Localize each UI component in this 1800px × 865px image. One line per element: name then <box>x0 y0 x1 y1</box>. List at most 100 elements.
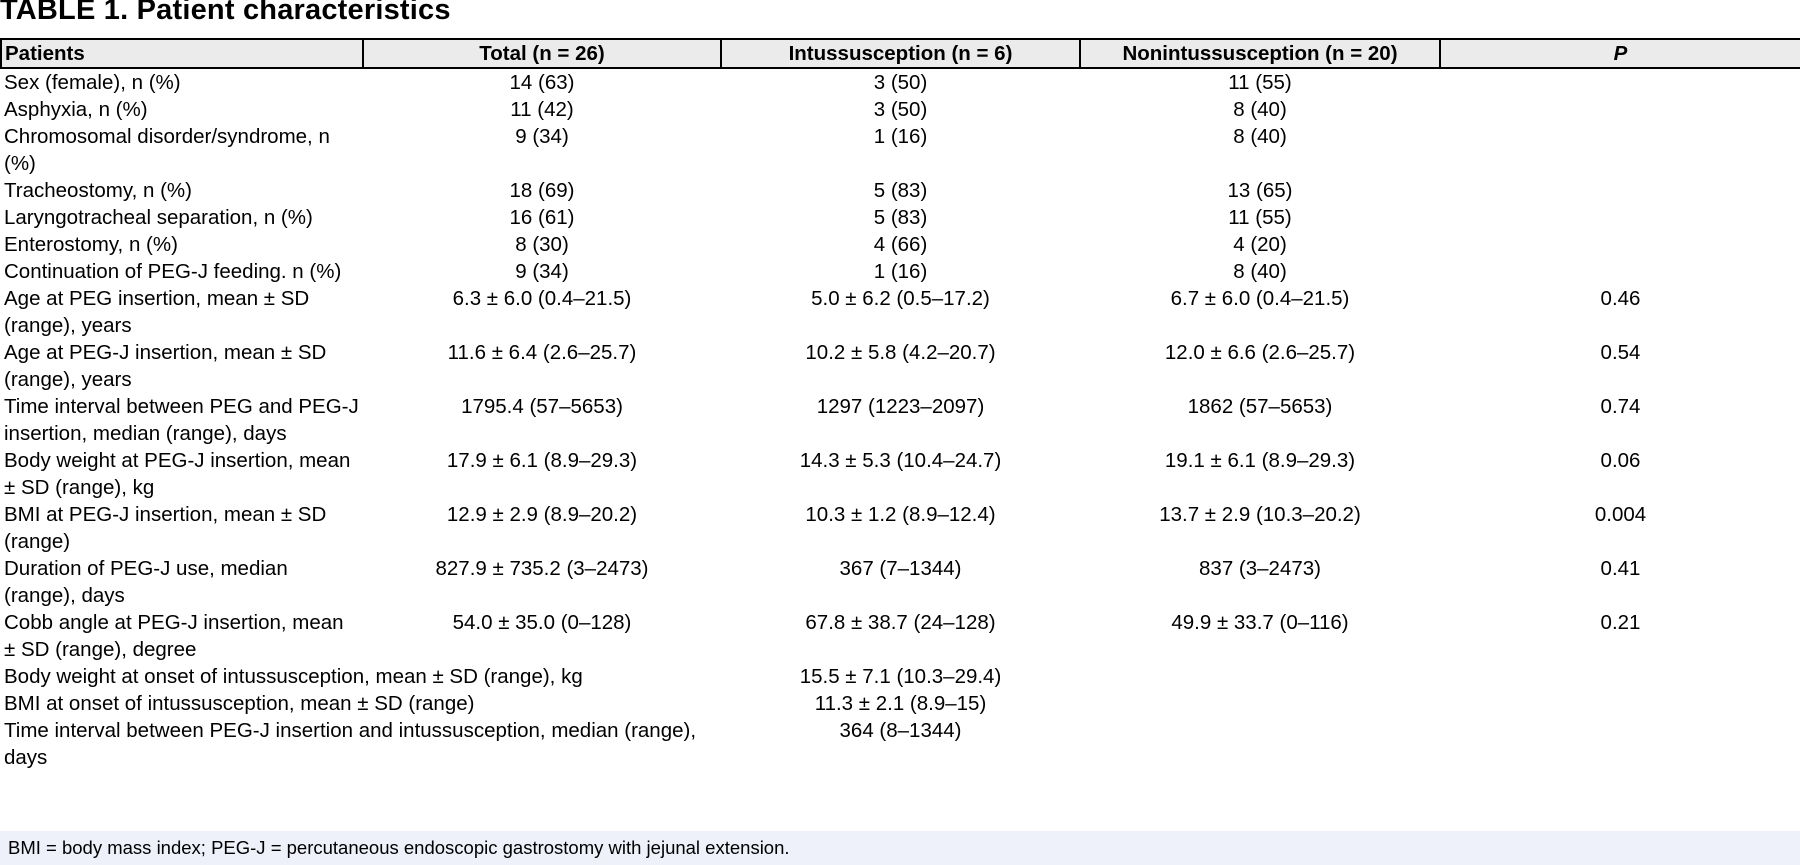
cell-p-value: 0.06 <box>1600 449 1641 472</box>
cell-p-value: 0.41 <box>1600 557 1641 580</box>
cell-nonintussusception: 1862 (57–5653) <box>1187 395 1333 418</box>
cell-p-value <box>1440 717 1800 771</box>
header-total: Total (n = 26) <box>362 38 722 69</box>
row-label: Time interval between PEG-J insertion an… <box>4 719 697 769</box>
row-label: Time interval between PEG and PEG-J inse… <box>4 395 359 445</box>
cell-intussusception: 4 (66) <box>873 233 928 256</box>
cell-p-value: 0.004 <box>1594 503 1647 526</box>
cell-nonintussusception: 12.0 ± 6.6 (2.6–25.7) <box>1164 341 1356 364</box>
cell-nonintussusception <box>1080 663 1440 690</box>
cell-intussusception: 364 (8–1344) <box>839 719 962 742</box>
table-row: Cobb angle at PEG-J insertion, mean ± SD… <box>1 609 1800 663</box>
table-row: Age at PEG insertion, mean ± SD (range),… <box>1 285 1800 339</box>
cell-nonintussusception <box>1080 717 1440 771</box>
cell-nonintussusception: 11 (55) <box>1228 71 1292 94</box>
cell-p-value <box>1440 231 1800 258</box>
table-row: Asphyxia, n (%) 11 (42) 3 (50) 8 (40) <box>1 96 1800 123</box>
row-label: Laryngotracheal separation, n (%) <box>4 206 313 229</box>
cell-intussusception: 3 (50) <box>873 71 928 94</box>
cell-total: 11 (42) <box>510 98 574 121</box>
row-label: BMI at onset of intussusception, mean ± … <box>4 692 475 715</box>
cell-p-value <box>1440 204 1800 231</box>
cell-nonintussusception: 13 (65) <box>1227 179 1293 202</box>
cell-nonintussusception: 8 (40) <box>1233 125 1287 148</box>
cell-p-value <box>1440 258 1800 285</box>
cell-intussusception: 11.3 ± 2.1 (8.9–15) <box>814 692 987 715</box>
cell-total: 6.3 ± 6.0 (0.4–21.5) <box>452 287 632 310</box>
cell-p-value <box>1440 68 1800 96</box>
cell-intussusception: 1297 (1223–2097) <box>816 395 985 418</box>
row-label: Cobb angle at PEG-J insertion, mean ± SD… <box>4 611 344 661</box>
cell-intussusception: 5 (83) <box>873 179 928 202</box>
header-intussusception: Intussusception (n = 6) <box>720 38 1081 69</box>
cell-total: 54.0 ± 35.0 (0–128) <box>452 611 632 634</box>
row-label: Duration of PEG-J use, median (range), d… <box>4 557 288 607</box>
cell-p-value <box>1440 663 1800 690</box>
cell-intussusception: 10.2 ± 5.8 (4.2–20.7) <box>805 341 996 364</box>
cell-intussusception: 67.8 ± 38.7 (24–128) <box>805 611 996 634</box>
table-row: Continuation of PEG-J feeding. n (%) 9 (3… <box>1 258 1800 285</box>
cell-intussusception: 5.0 ± 6.2 (0.5–17.2) <box>811 287 990 310</box>
cell-total: 11.6 ± 6.4 (2.6–25.7) <box>447 341 637 364</box>
cell-p-value: 0.46 <box>1600 287 1641 310</box>
cell-intussusception: 15.5 ± 7.1 (10.3–29.4) <box>799 665 1002 688</box>
cell-intussusception: 367 (7–1344) <box>839 557 962 580</box>
patient-characteristics-table: Patients Total (n = 26) Intussusception … <box>0 38 1800 771</box>
table-row: Chromosomal disorder/syndrome, n (%) 9 (3… <box>1 123 1800 177</box>
cell-intussusception: 1 (16) <box>873 260 928 283</box>
row-label: Chromosomal disorder/syndrome, n (%) <box>4 125 330 175</box>
table-row: Time interval between PEG-J insertion an… <box>1 717 1800 771</box>
row-label: Age at PEG-J insertion, mean ± SD (range… <box>4 341 327 391</box>
cell-total: 16 (61) <box>509 206 575 229</box>
header-nonintussusception: Nonintussusception (n = 20) <box>1079 38 1441 69</box>
cell-nonintussusception: 11 (55) <box>1228 206 1292 229</box>
cell-nonintussusception: 6.7 ± 6.0 (0.4–21.5) <box>1170 287 1350 310</box>
row-label: Age at PEG insertion, mean ± SD (range),… <box>4 287 310 337</box>
table-title: TABLE 1. Patient characteristics <box>0 0 451 26</box>
table-row: Laryngotracheal separation, n (%) 16 (61)… <box>1 204 1800 231</box>
table-row: Body weight at PEG-J insertion, mean ± S… <box>1 447 1800 501</box>
header-patients: Patients <box>0 38 364 69</box>
cell-nonintussusception: 49.9 ± 33.7 (0–116) <box>1171 611 1349 634</box>
cell-nonintussusception: 837 (3–2473) <box>1199 557 1321 580</box>
table-row: BMI at onset of intussusception, mean ± … <box>1 690 1800 717</box>
cell-nonintussusception: 19.1 ± 6.1 (8.9–29.3) <box>1164 449 1356 472</box>
cell-nonintussusception <box>1080 690 1440 717</box>
cell-p-value: 0.74 <box>1600 395 1641 418</box>
row-label: Sex (female), n (%) <box>4 71 181 94</box>
row-label: Body weight at onset of intussusception,… <box>4 665 583 688</box>
cell-nonintussusception: 8 (40) <box>1233 98 1287 121</box>
row-label: Body weight at PEG-J insertion, mean ± S… <box>4 449 351 499</box>
table-row: Enterostomy, n (%) 8 (30) 4 (66) 4 (20) <box>1 231 1800 258</box>
cell-p-value <box>1440 96 1800 123</box>
row-label: Continuation of PEG-J feeding. n (%) <box>4 260 342 283</box>
cell-total: 18 (69) <box>509 179 575 202</box>
cell-p-value <box>1440 123 1800 177</box>
table-row: Time interval between PEG and PEG-J inse… <box>1 393 1800 447</box>
cell-intussusception: 5 (83) <box>873 206 928 229</box>
cell-nonintussusception: 13.7 ± 2.9 (10.3–20.2) <box>1159 503 1361 526</box>
cell-intussusception: 10.3 ± 1.2 (8.9–12.4) <box>805 503 996 526</box>
cell-p-value <box>1440 690 1800 717</box>
table-row: Duration of PEG-J use, median (range), d… <box>1 555 1800 609</box>
cell-total: 17.9 ± 6.1 (8.9–29.3) <box>446 449 638 472</box>
table-row: Body weight at onset of intussusception,… <box>1 663 1800 690</box>
row-label: BMI at PEG-J insertion, mean ± SD (range… <box>4 503 327 553</box>
row-label: Asphyxia, n (%) <box>4 98 148 121</box>
cell-total: 1795.4 (57–5653) <box>461 395 623 418</box>
table-row: Age at PEG-J insertion, mean ± SD (range… <box>1 339 1800 393</box>
cell-total: 14 (63) <box>509 71 575 94</box>
table-footnote: BMI = body mass index; PEG-J = percutane… <box>0 831 1800 865</box>
row-label: Enterostomy, n (%) <box>4 233 178 256</box>
cell-total: 12.9 ± 2.9 (8.9–20.2) <box>446 503 638 526</box>
table-row: BMI at PEG-J insertion, mean ± SD (range… <box>1 501 1800 555</box>
header-row: Patients Total (n = 26) Intussusception … <box>0 38 1800 69</box>
cell-total: 9 (34) <box>515 260 569 283</box>
cell-p-value: 0.54 <box>1600 341 1641 364</box>
cell-p-value <box>1440 177 1800 204</box>
footnote-text: BMI = body mass index; PEG-J = percutane… <box>8 837 790 858</box>
cell-nonintussusception: 8 (40) <box>1233 260 1287 283</box>
table-row: Tracheostomy, n (%) 18 (69) 5 (83) 13 (65) <box>1 177 1800 204</box>
cell-p-value: 0.21 <box>1600 611 1641 634</box>
table-row: Sex (female), n (%) 14 (63) 3 (50) 11 (55) <box>1 68 1800 96</box>
